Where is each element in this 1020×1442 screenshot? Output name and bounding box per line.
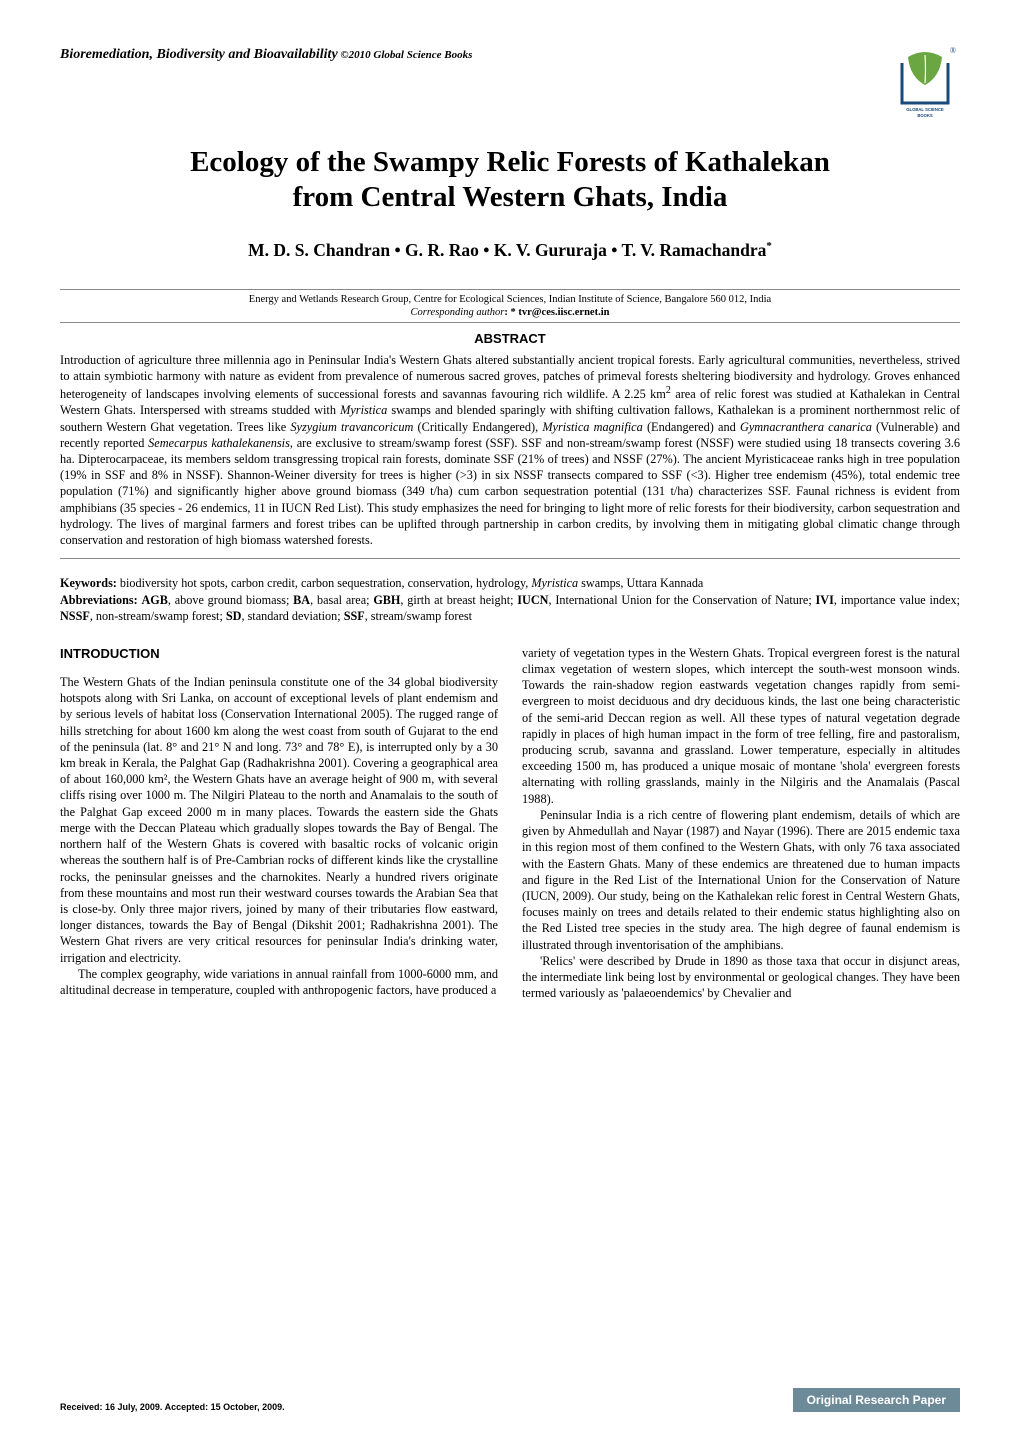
- paper-title-line2: from Central Western Ghats, India: [60, 180, 960, 215]
- corresponding-mark-text: : *: [504, 307, 515, 318]
- journal-copyright: ©2010 Global Science Books: [338, 49, 473, 61]
- svg-text:®: ®: [950, 46, 956, 55]
- page-footer: Received: 16 July, 2009. Accepted: 15 Oc…: [60, 1388, 960, 1412]
- column-right: variety of vegetation types in the Weste…: [522, 645, 960, 1002]
- intro-col1-p2: The complex geography, wide variations i…: [60, 966, 498, 998]
- svg-text:BOOKS: BOOKS: [917, 113, 933, 118]
- keywords-label: Keywords:: [60, 576, 117, 590]
- abbreviations-items: AGB, above ground biomass; BA, basal are…: [60, 593, 960, 623]
- intro-col1-p1: The Western Ghats of the Indian peninsul…: [60, 674, 498, 966]
- journal-name: Bioremediation, Biodiversity and Bioavai…: [60, 47, 338, 62]
- rule-bottom: [60, 558, 960, 559]
- intro-col2-p3: 'Relics' were described by Drude in 1890…: [522, 953, 960, 1002]
- intro-col2-p2: Peninsular India is a rich centre of flo…: [522, 807, 960, 953]
- rule-top: [60, 289, 960, 290]
- corresponding-author: Corresponding author: * tvr@ces.iisc.ern…: [60, 307, 960, 318]
- authors-text: M. D. S. Chandran • G. R. Rao • K. V. Gu…: [248, 240, 766, 260]
- introduction-heading: INTRODUCTION: [60, 645, 498, 662]
- corresponding-mark: *: [766, 240, 772, 252]
- affiliation: Energy and Wetlands Research Group, Cent…: [60, 294, 960, 305]
- rule-mid: [60, 322, 960, 323]
- keywords-block: Keywords: biodiversity hot spots, carbon…: [60, 575, 960, 624]
- authors-line: M. D. S. Chandran • G. R. Rao • K. V. Gu…: [60, 240, 960, 261]
- intro-col2-p1: variety of vegetation types in the Weste…: [522, 645, 960, 807]
- journal-header: Bioremediation, Biodiversity and Bioavai…: [60, 45, 960, 120]
- abstract-body: Introduction of agriculture three millen…: [60, 352, 960, 549]
- keywords-text1: biodiversity hot spots, carbon credit, c…: [117, 576, 532, 590]
- keywords-line: Keywords: biodiversity hot spots, carbon…: [60, 575, 960, 591]
- received-accepted: Received: 16 July, 2009. Accepted: 15 Oc…: [60, 1402, 285, 1412]
- corresponding-email: tvr@ces.iisc.ernet.in: [516, 307, 610, 318]
- journal-name-block: Bioremediation, Biodiversity and Bioavai…: [60, 45, 472, 63]
- publisher-logo: ® GLOBAL SCIENCE BOOKS: [890, 45, 960, 120]
- paper-title-block: Ecology of the Swampy Relic Forests of K…: [60, 145, 960, 215]
- corresponding-label: Corresponding author: [411, 307, 505, 318]
- paper-title-line1: Ecology of the Swampy Relic Forests of K…: [60, 145, 960, 180]
- column-left: INTRODUCTION The Western Ghats of the In…: [60, 645, 498, 1002]
- abbreviations-line: Abbreviations: AGB, above ground biomass…: [60, 592, 960, 625]
- keywords-italic: Myristica: [531, 576, 578, 590]
- keywords-text2: swamps, Uttara Kannada: [578, 576, 703, 590]
- abbreviations-label: Abbreviations:: [60, 593, 138, 607]
- svg-text:GLOBAL SCIENCE: GLOBAL SCIENCE: [906, 107, 944, 112]
- body-columns: INTRODUCTION The Western Ghats of the In…: [60, 645, 960, 1002]
- abstract-heading: ABSTRACT: [60, 331, 960, 346]
- article-type-badge: Original Research Paper: [793, 1388, 960, 1412]
